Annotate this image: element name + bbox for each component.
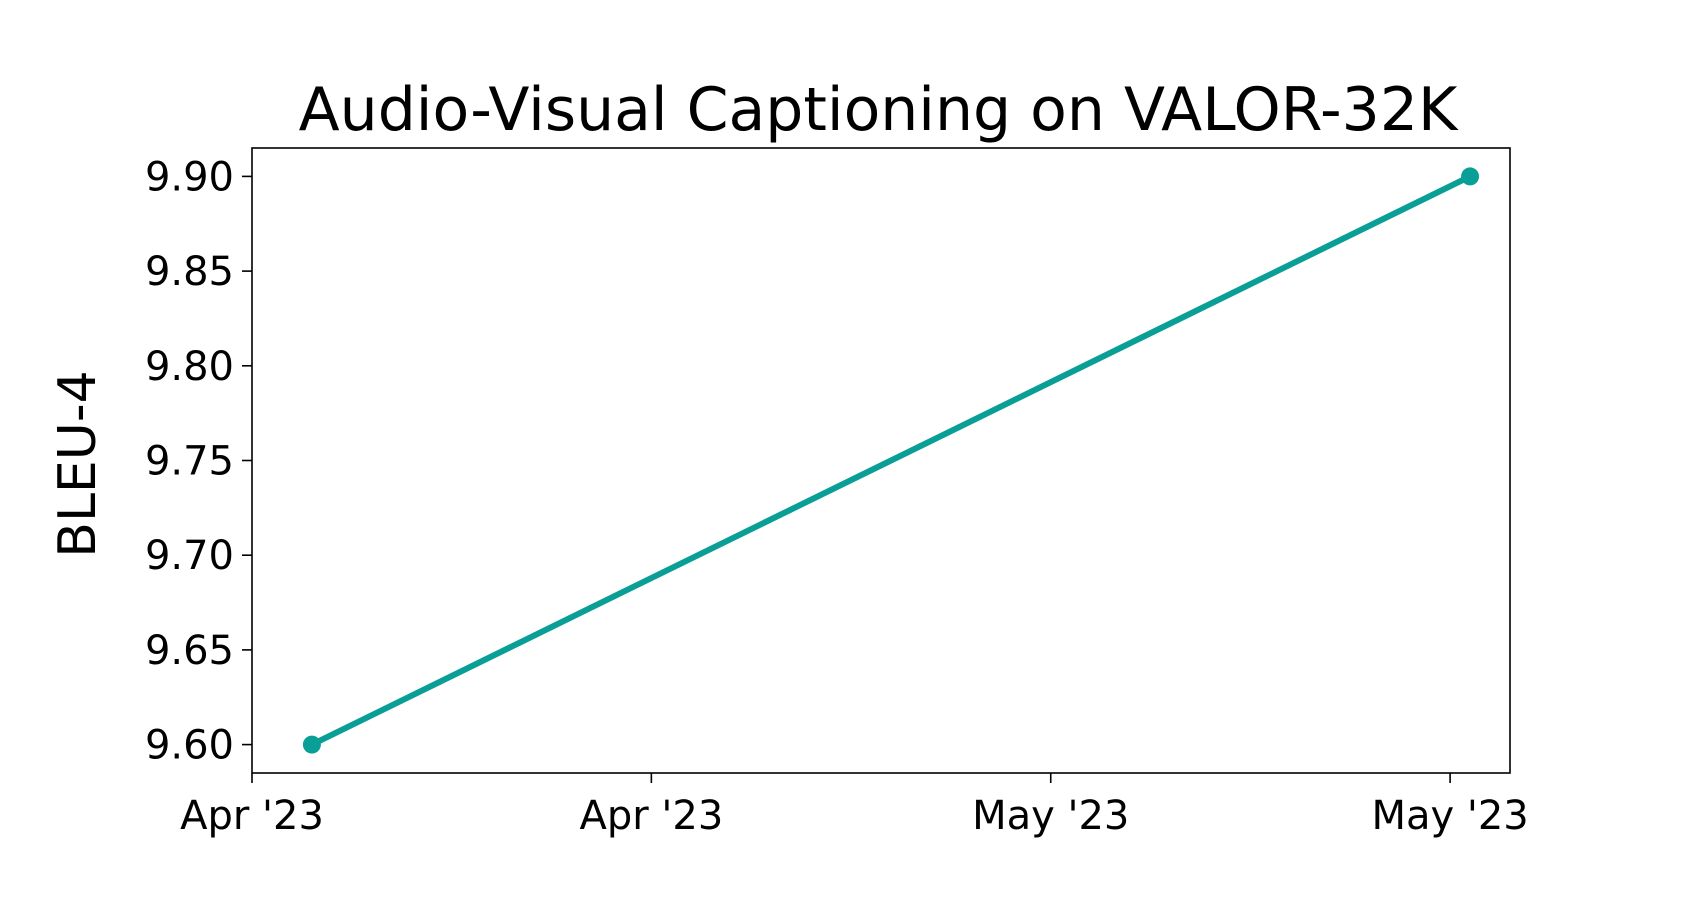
y-tick-label: 9.60 (145, 723, 234, 769)
data-point (1461, 167, 1480, 186)
y-tick-label: 9.90 (145, 154, 234, 200)
y-tick-label: 9.65 (145, 628, 234, 674)
x-tick-label: May '23 (972, 793, 1129, 839)
y-tick-label: 9.70 (145, 533, 234, 579)
x-tick-label: May '23 (1371, 793, 1528, 839)
y-tick-label: 9.75 (145, 439, 234, 485)
series-line (308, 173, 1474, 748)
chart-title: Audio-Visual Captioning on VALOR-32K (299, 75, 1459, 145)
x-tick-label: Apr '23 (579, 793, 723, 839)
x-tick-label: Apr '23 (180, 793, 324, 839)
y-tick-label: 9.85 (145, 249, 234, 295)
y-tick-label: 9.80 (145, 344, 234, 390)
y-axis-label: BLEU-4 (48, 370, 108, 557)
data-point (302, 735, 321, 754)
series-layer (302, 167, 1480, 754)
axes-layer: 9.60 9.65 9.70 9.75 9.80 9.85 9.90 Apr '23 Apr '… (145, 147, 1529, 839)
